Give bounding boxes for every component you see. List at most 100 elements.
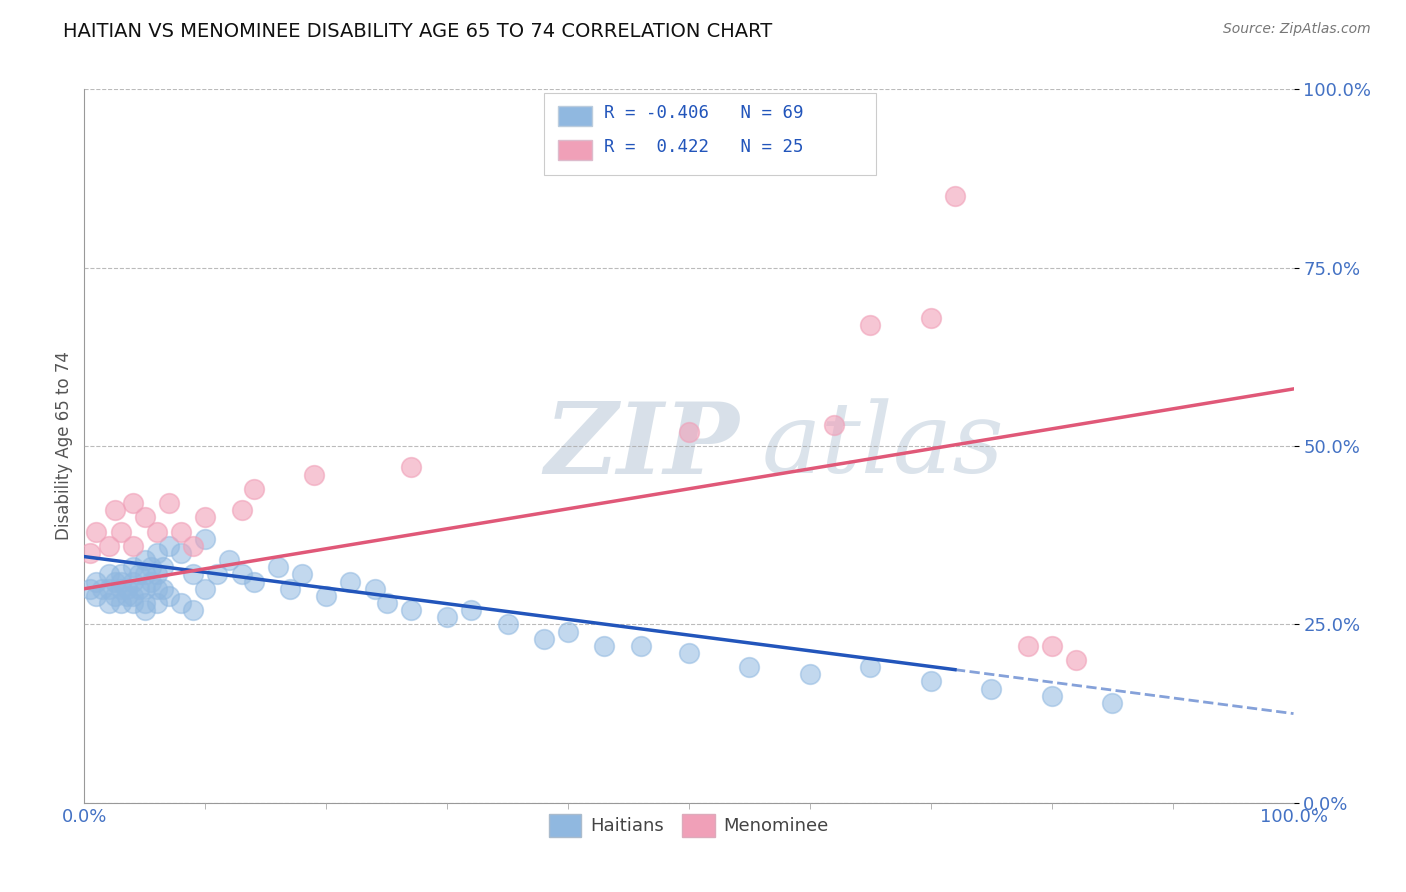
- Point: [86, 524, 108, 539]
- Point: [152, 582, 174, 596]
- Point: [799, 667, 821, 681]
- Point: [291, 567, 314, 582]
- Point: [181, 567, 204, 582]
- Point: [460, 603, 482, 617]
- Point: [146, 546, 169, 560]
- Point: [339, 574, 361, 589]
- Point: [278, 582, 301, 596]
- Point: [218, 553, 240, 567]
- Point: [97, 539, 120, 553]
- Point: [1040, 639, 1063, 653]
- Point: [121, 560, 143, 574]
- Point: [115, 589, 138, 603]
- Point: [121, 574, 143, 589]
- Point: [97, 582, 120, 596]
- Point: [207, 567, 229, 582]
- Point: [121, 539, 143, 553]
- Text: R = -0.406   N = 69: R = -0.406 N = 69: [605, 103, 804, 121]
- Point: [943, 189, 966, 203]
- Point: [231, 567, 253, 582]
- Point: [678, 425, 700, 439]
- Point: [980, 681, 1002, 696]
- Y-axis label: Disability Age 65 to 74: Disability Age 65 to 74: [55, 351, 73, 541]
- Point: [79, 582, 101, 596]
- Point: [134, 582, 156, 596]
- Point: [104, 503, 127, 517]
- Point: [363, 582, 385, 596]
- Point: [859, 318, 882, 332]
- Point: [157, 539, 180, 553]
- Point: [170, 524, 193, 539]
- Legend: Haitians, Menominee: Haitians, Menominee: [541, 807, 837, 844]
- Point: [267, 560, 290, 574]
- Point: [920, 674, 942, 689]
- Point: [110, 596, 132, 610]
- Point: [436, 610, 458, 624]
- Point: [110, 567, 132, 582]
- Point: [678, 646, 700, 660]
- Point: [533, 632, 555, 646]
- Point: [920, 310, 942, 325]
- Point: [1101, 696, 1123, 710]
- Point: [121, 496, 143, 510]
- Text: Source: ZipAtlas.com: Source: ZipAtlas.com: [1223, 22, 1371, 37]
- Point: [110, 524, 132, 539]
- Text: atlas: atlas: [762, 399, 1004, 493]
- Point: [97, 596, 120, 610]
- Point: [859, 660, 882, 674]
- Point: [79, 546, 101, 560]
- Point: [315, 589, 337, 603]
- Point: [157, 496, 180, 510]
- Bar: [558, 140, 592, 160]
- Point: [231, 503, 253, 517]
- Point: [139, 560, 162, 574]
- Point: [593, 639, 616, 653]
- Point: [170, 546, 193, 560]
- Point: [557, 624, 579, 639]
- Point: [86, 589, 108, 603]
- Point: [146, 582, 169, 596]
- Point: [146, 596, 169, 610]
- Point: [115, 582, 138, 596]
- Point: [496, 617, 519, 632]
- Point: [375, 596, 398, 610]
- Point: [139, 574, 162, 589]
- Point: [134, 567, 156, 582]
- Point: [302, 467, 325, 482]
- Point: [134, 510, 156, 524]
- Point: [110, 582, 132, 596]
- Point: [128, 582, 150, 596]
- Point: [242, 482, 264, 496]
- Point: [1040, 689, 1063, 703]
- Point: [242, 574, 264, 589]
- Point: [121, 589, 143, 603]
- Point: [399, 460, 422, 475]
- Point: [134, 603, 156, 617]
- Bar: [558, 105, 592, 126]
- Point: [1064, 653, 1087, 667]
- Point: [146, 524, 169, 539]
- Point: [128, 567, 150, 582]
- Point: [194, 532, 217, 546]
- Point: [121, 596, 143, 610]
- Point: [823, 417, 845, 432]
- Text: R =  0.422   N = 25: R = 0.422 N = 25: [605, 138, 804, 156]
- Point: [181, 539, 204, 553]
- Point: [194, 510, 217, 524]
- Point: [134, 553, 156, 567]
- Text: ZIP: ZIP: [544, 398, 738, 494]
- Point: [181, 603, 204, 617]
- Point: [152, 560, 174, 574]
- Point: [170, 596, 193, 610]
- Point: [738, 660, 761, 674]
- Point: [194, 582, 217, 596]
- Point: [399, 603, 422, 617]
- FancyBboxPatch shape: [544, 93, 876, 175]
- Point: [157, 589, 180, 603]
- Point: [134, 596, 156, 610]
- Point: [1017, 639, 1039, 653]
- Point: [104, 574, 127, 589]
- Point: [146, 567, 169, 582]
- Point: [86, 574, 108, 589]
- Text: HAITIAN VS MENOMINEE DISABILITY AGE 65 TO 74 CORRELATION CHART: HAITIAN VS MENOMINEE DISABILITY AGE 65 T…: [63, 22, 772, 41]
